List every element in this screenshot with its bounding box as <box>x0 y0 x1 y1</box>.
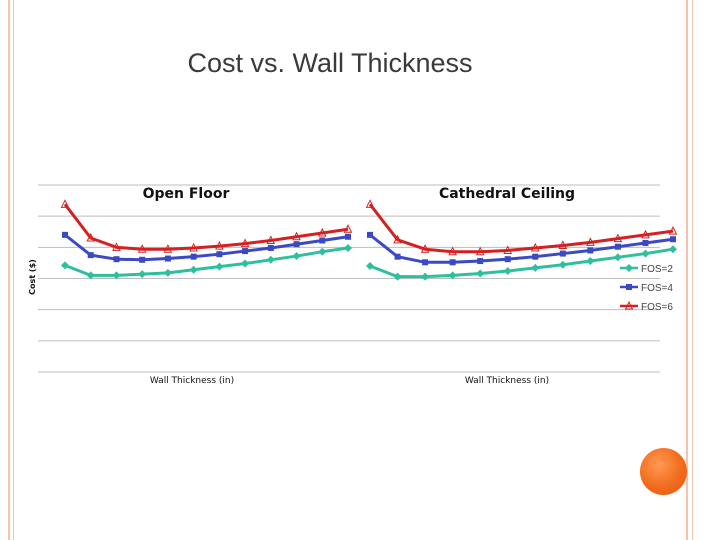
series-line-fos-6-panel-1 <box>63 203 349 251</box>
data-point-fos-6-panel-2 <box>365 199 375 208</box>
legend-marker <box>625 264 633 272</box>
data-point-fos-6-panel-1 <box>343 224 353 233</box>
data-point-fos-2-panel-2 <box>613 253 622 262</box>
data-point-fos-6-panel-1 <box>137 244 147 253</box>
data-point-fos-4-panel-2 <box>504 256 511 263</box>
data-point-fos-4-panel-1 <box>242 248 249 255</box>
data-point-fos-6-panel-2 <box>503 245 513 254</box>
data-point-fos-6-panel-1 <box>163 244 173 253</box>
data-point-fos-2-panel-2 <box>476 269 485 278</box>
data-point-fos-4-panel-2 <box>449 259 456 266</box>
data-point-fos-4-panel-1 <box>164 255 171 262</box>
data-point-fos-6-panel-2 <box>613 233 623 243</box>
data-point-fos-6-panel-2 <box>475 246 485 256</box>
y-axis-label: Cost ($) <box>28 259 37 295</box>
data-point-fos-6-panel-1 <box>317 227 327 237</box>
data-point-fos-4-panel-2 <box>642 239 649 246</box>
data-point-fos-2-panel-2 <box>641 249 650 258</box>
series-line-fos-6-panel-2 <box>368 203 674 254</box>
decorative-orange-circle <box>640 448 687 495</box>
data-point-fos-2-panel-2 <box>366 262 374 271</box>
x-axis-label-open-floor: Wall Thickness (in) <box>150 376 234 386</box>
data-point-fos-2-panel-1 <box>61 261 69 270</box>
slide-border-right-inner <box>692 0 693 540</box>
data-point-fos-2-panel-1 <box>318 247 327 256</box>
data-point-fos-4-panel-1 <box>190 253 197 260</box>
data-point-fos-2-panel-1 <box>112 271 121 280</box>
data-point-fos-4-panel-2 <box>367 231 373 238</box>
data-point-fos-4-panel-1 <box>87 252 94 259</box>
data-point-fos-2-panel-1 <box>292 252 301 261</box>
data-point-fos-2-panel-1 <box>215 262 224 271</box>
series-line-fos-4-panel-1 <box>64 233 349 262</box>
data-point-fos-2-panel-1 <box>344 243 352 252</box>
legend-marker <box>624 300 634 310</box>
data-point-fos-4-panel-2 <box>670 236 676 243</box>
data-point-fos-6-panel-2 <box>668 226 678 235</box>
data-point-fos-4-panel-1 <box>113 256 120 263</box>
data-point-fos-4-panel-2 <box>422 259 429 266</box>
data-point-fos-6-panel-2 <box>586 237 595 246</box>
data-point-fos-2-panel-1 <box>163 268 172 277</box>
data-point-fos-2-panel-2 <box>531 263 540 272</box>
data-point-fos-2-panel-1 <box>241 259 250 268</box>
data-point-fos-2-panel-2 <box>558 260 567 269</box>
data-point-fos-4-panel-2 <box>532 253 539 260</box>
data-point-fos-6-panel-1 <box>240 238 250 248</box>
page-title: Cost vs. Wall Thickness <box>187 48 473 78</box>
data-point-fos-6-panel-1 <box>112 242 121 251</box>
data-point-fos-2-panel-2 <box>421 272 430 281</box>
data-point-fos-6-panel-2 <box>641 229 650 239</box>
data-point-fos-6-panel-1 <box>60 199 70 208</box>
slide-border-left <box>8 0 10 540</box>
data-point-fos-4-panel-1 <box>62 231 68 238</box>
data-point-fos-4-panel-1 <box>319 237 326 244</box>
data-point-fos-4-panel-2 <box>614 243 621 250</box>
series-line-fos-2-panel-1 <box>64 246 349 277</box>
slide-border-left-inner <box>13 0 14 540</box>
data-point-fos-4-panel-1 <box>293 241 300 248</box>
data-point-fos-6-panel-2 <box>448 246 457 256</box>
legend-marker <box>626 284 632 290</box>
series-line-fos-2-panel-2 <box>369 247 674 279</box>
data-point-fos-2-panel-2 <box>669 245 677 254</box>
data-point-fos-4-panel-1 <box>345 233 351 240</box>
data-point-fos-4-panel-2 <box>477 258 484 265</box>
data-point-fos-4-panel-1 <box>139 256 146 263</box>
data-point-fos-2-panel-2 <box>393 272 402 281</box>
data-point-fos-2-panel-2 <box>586 257 595 266</box>
data-point-fos-6-panel-2 <box>558 240 568 249</box>
data-point-fos-4-panel-2 <box>394 253 401 260</box>
legend-label: FOS=6 <box>641 302 673 313</box>
slide-border-right <box>686 0 688 540</box>
data-point-fos-4-panel-2 <box>559 250 566 257</box>
series-line-fos-4-panel-2 <box>369 233 674 264</box>
data-point-fos-4-panel-2 <box>587 247 594 254</box>
data-point-fos-2-panel-1 <box>189 265 198 274</box>
data-point-fos-6-panel-2 <box>530 242 540 252</box>
data-point-fos-6-panel-1 <box>292 231 301 241</box>
data-point-fos-4-panel-1 <box>216 251 223 258</box>
data-point-fos-2-panel-1 <box>266 255 275 264</box>
data-point-fos-2-panel-2 <box>448 271 457 280</box>
x-axis-label-cathedral-ceiling: Wall Thickness (in) <box>465 376 549 386</box>
panel-title-open-floor: Open Floor <box>143 186 230 202</box>
legend: FOS=2 FOS=4 FOS=6 <box>620 264 673 313</box>
data-point-fos-6-panel-2 <box>393 234 402 244</box>
data-point-fos-4-panel-1 <box>267 244 274 251</box>
data-point-fos-6-panel-1 <box>86 232 96 242</box>
data-point-fos-6-panel-1 <box>189 242 198 252</box>
data-point-fos-2-panel-1 <box>86 271 95 280</box>
data-point-fos-2-panel-2 <box>503 267 512 276</box>
data-point-fos-6-panel-1 <box>215 240 224 250</box>
data-point-fos-2-panel-1 <box>138 270 147 279</box>
legend-label: FOS=4 <box>641 283 673 294</box>
data-point-fos-6-panel-2 <box>420 244 430 253</box>
legend-label: FOS=2 <box>641 264 673 275</box>
data-point-fos-6-panel-1 <box>266 235 276 244</box>
panel-title-cathedral-ceiling: Cathedral Ceiling <box>439 186 575 202</box>
